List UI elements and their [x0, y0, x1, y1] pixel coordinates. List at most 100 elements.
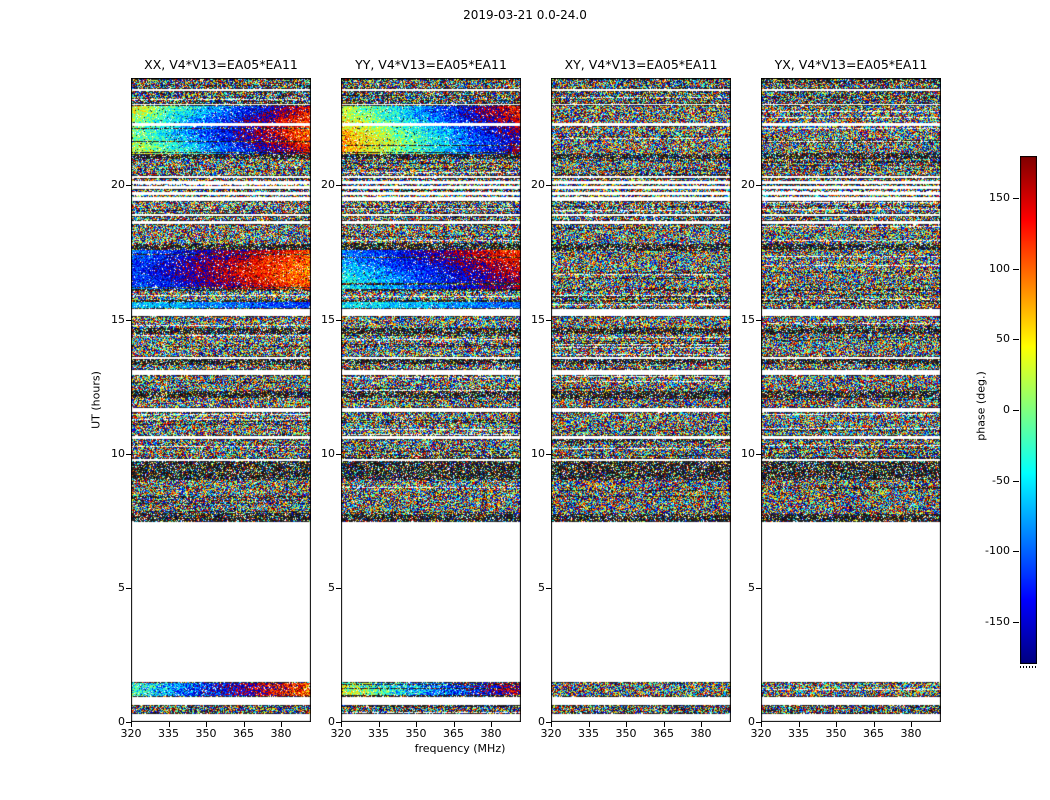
- colorbar-tick-mark: [1013, 339, 1019, 340]
- y-axis-label: UT (hours): [89, 371, 103, 429]
- x-tick-label: 320: [540, 727, 562, 740]
- x-tick-label: 350: [615, 727, 637, 740]
- x-tick-mark: [244, 722, 245, 727]
- x-tick-mark: [664, 722, 665, 727]
- y-tick-mark: [336, 320, 341, 321]
- y-tick-label: 20: [741, 178, 755, 192]
- colorbar-tick-label: -100: [985, 544, 1010, 558]
- x-tick-label: 335: [578, 727, 599, 740]
- y-tick-label: 15: [111, 312, 125, 326]
- x-tick-label: 365: [443, 727, 464, 740]
- colorbar-footer-dots: [1020, 666, 1038, 668]
- y-tick-mark: [126, 722, 131, 723]
- x-tick-label: 365: [233, 727, 254, 740]
- heatmap-canvas-XX: [131, 78, 311, 722]
- colorbar-gradient: [1020, 156, 1037, 664]
- colorbar-tick-label: 100: [989, 261, 1010, 275]
- x-tick-mark: [589, 722, 590, 727]
- y-tick-mark: [756, 454, 761, 455]
- x-tick-label: 380: [690, 727, 712, 740]
- y-tick-mark: [756, 185, 761, 186]
- x-tick-mark: [551, 722, 552, 727]
- panel-title-XX: XX, V4*V13=EA05*EA11: [144, 57, 298, 72]
- colorbar-tick-mark: [1013, 410, 1019, 411]
- x-tick-mark: [206, 722, 207, 727]
- y-tick-label: 5: [538, 580, 545, 594]
- y-tick-mark: [756, 588, 761, 589]
- y-tick-label: 5: [748, 580, 755, 594]
- colorbar-tick-label: -50: [992, 473, 1010, 487]
- x-tick-mark: [491, 722, 492, 727]
- x-tick-label: 320: [750, 727, 772, 740]
- figure-title: 2019-03-21 0.0-24.0: [463, 8, 587, 22]
- x-tick-label: 350: [825, 727, 847, 740]
- x-tick-mark: [341, 722, 342, 727]
- y-tick-label: 10: [531, 446, 545, 460]
- y-tick-label: 10: [741, 446, 755, 460]
- x-tick-mark: [379, 722, 380, 727]
- x-tick-label: 350: [405, 727, 427, 740]
- y-tick-mark: [546, 185, 551, 186]
- y-tick-mark: [546, 454, 551, 455]
- x-tick-mark: [626, 722, 627, 727]
- x-tick-label: 350: [195, 727, 217, 740]
- y-tick-label: 0: [748, 715, 755, 728]
- x-tick-mark: [874, 722, 875, 727]
- x-tick-mark: [799, 722, 800, 727]
- x-tick-label: 335: [158, 727, 179, 740]
- y-tick-mark: [336, 454, 341, 455]
- colorbar-tick-mark: [1013, 481, 1019, 482]
- x-tick-label: 335: [788, 727, 809, 740]
- colorbar-tick-label: -150: [985, 614, 1010, 628]
- x-tick-mark: [701, 722, 702, 727]
- heatmap-canvas-YX: [761, 78, 941, 722]
- x-tick-mark: [281, 722, 282, 727]
- x-tick-label: 335: [368, 727, 389, 740]
- y-tick-mark: [756, 722, 761, 723]
- colorbar-label: phase (deg.): [974, 371, 988, 441]
- x-tick-mark: [169, 722, 170, 727]
- y-tick-label: 0: [538, 715, 545, 728]
- x-tick-mark: [836, 722, 837, 727]
- x-tick-label: 380: [480, 727, 502, 740]
- colorbar-tick-label: 50: [996, 332, 1010, 346]
- x-tick-label: 365: [653, 727, 674, 740]
- y-tick-label: 15: [321, 312, 335, 326]
- colorbar-tick-mark: [1013, 622, 1019, 623]
- y-tick-label: 20: [321, 178, 335, 192]
- y-tick-mark: [546, 588, 551, 589]
- panel-title-YY: YY, V4*V13=EA05*EA11: [355, 57, 507, 72]
- y-tick-label: 10: [111, 446, 125, 460]
- panel-title-XY: XY, V4*V13=EA05*EA11: [564, 57, 718, 72]
- colorbar-tick-mark: [1013, 198, 1019, 199]
- colorbar-tick-mark: [1013, 551, 1019, 552]
- y-tick-mark: [546, 320, 551, 321]
- colorbar-tick-label: 150: [989, 191, 1010, 205]
- y-tick-mark: [126, 185, 131, 186]
- y-tick-mark: [126, 454, 131, 455]
- x-tick-mark: [454, 722, 455, 727]
- x-tick-label: 365: [863, 727, 884, 740]
- y-tick-mark: [336, 588, 341, 589]
- heatmap-canvas-XY: [551, 78, 731, 722]
- y-tick-mark: [336, 722, 341, 723]
- x-tick-mark: [761, 722, 762, 727]
- x-tick-label: 380: [900, 727, 922, 740]
- heatmap-canvas-YY: [341, 78, 521, 722]
- x-tick-mark: [131, 722, 132, 727]
- y-tick-mark: [756, 320, 761, 321]
- panel-title-YX: YX, V4*V13=EA05*EA11: [774, 57, 928, 72]
- y-tick-label: 20: [111, 178, 125, 192]
- x-tick-label: 380: [270, 727, 292, 740]
- y-tick-label: 20: [531, 178, 545, 192]
- x-tick-mark: [911, 722, 912, 727]
- y-tick-label: 15: [531, 312, 545, 326]
- y-tick-label: 5: [328, 580, 335, 594]
- x-axis-label: frequency (MHz): [414, 742, 506, 755]
- y-tick-mark: [126, 320, 131, 321]
- x-tick-mark: [416, 722, 417, 727]
- colorbar-tick-mark: [1013, 269, 1019, 270]
- y-tick-mark: [546, 722, 551, 723]
- y-tick-label: 15: [741, 312, 755, 326]
